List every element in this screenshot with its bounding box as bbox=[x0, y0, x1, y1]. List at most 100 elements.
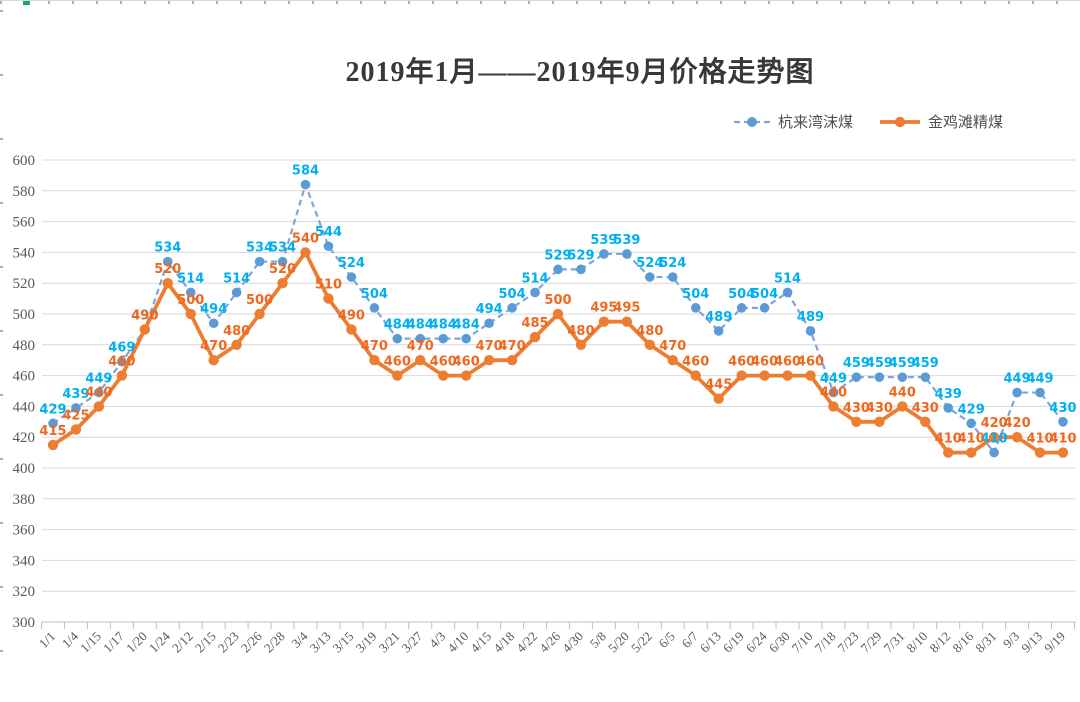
data-point-marker-series0 bbox=[346, 272, 357, 282]
data-label-series0: 504 bbox=[728, 287, 755, 302]
data-point-marker-series0 bbox=[48, 418, 58, 429]
data-label-series0: 459 bbox=[866, 356, 893, 371]
data-label-series1: 430 bbox=[843, 401, 870, 416]
data-label-series1: 480 bbox=[567, 324, 594, 339]
data-point-marker-series1 bbox=[713, 393, 724, 404]
data-point-marker-series0 bbox=[782, 287, 793, 298]
data-label-series1: 460 bbox=[453, 355, 480, 370]
data-point-marker-series1 bbox=[300, 247, 311, 258]
y-axis-tick-label: 360 bbox=[13, 523, 36, 539]
x-axis-label: 1/24 bbox=[146, 628, 173, 655]
data-point-marker-series1 bbox=[897, 401, 908, 412]
x-axis-label: 3/15 bbox=[330, 629, 357, 656]
data-point-marker-series0 bbox=[874, 372, 885, 382]
data-label-series1: 470 bbox=[361, 339, 388, 354]
data-label-series0: 469 bbox=[108, 341, 135, 356]
data-label-series0: 514 bbox=[177, 271, 204, 286]
x-axis-label: 6/30 bbox=[766, 629, 793, 656]
data-point-marker-series0 bbox=[507, 303, 517, 313]
data-label-series1: 520 bbox=[154, 262, 181, 277]
x-axis-label: 4/3 bbox=[426, 629, 448, 651]
data-label-series0: 529 bbox=[544, 248, 571, 263]
data-point-marker-series1 bbox=[575, 339, 587, 350]
x-axis-label: 2/28 bbox=[261, 629, 288, 656]
data-label-series1: 500 bbox=[544, 293, 571, 308]
y-axis-tick-label: 440 bbox=[13, 399, 36, 415]
data-label-series0: 504 bbox=[499, 287, 526, 302]
data-label-series0: 504 bbox=[751, 287, 778, 302]
data-point-marker-series0 bbox=[323, 241, 334, 252]
data-point-marker-series1 bbox=[116, 370, 128, 381]
data-point-marker-series0 bbox=[966, 418, 976, 429]
data-point-marker-series1 bbox=[759, 370, 770, 381]
data-label-series1: 440 bbox=[820, 385, 847, 400]
data-point-marker-series0 bbox=[989, 447, 999, 458]
y-axis-tick-label: 300 bbox=[13, 615, 36, 631]
sheet-column-boundary-ticks bbox=[0, 0, 1080, 5]
data-label-series1: 420 bbox=[981, 416, 1008, 431]
data-label-series1: 410 bbox=[1026, 432, 1053, 447]
data-label-series0: 539 bbox=[590, 233, 617, 248]
y-axis-tick-label: 380 bbox=[13, 492, 36, 508]
data-point-marker-series0 bbox=[576, 264, 586, 275]
x-axis-label: 5/22 bbox=[628, 629, 655, 656]
data-point-marker-series0 bbox=[897, 372, 908, 382]
sheet-row-boundary-ticks bbox=[0, 10, 4, 702]
x-axis-label: 1/15 bbox=[77, 629, 104, 656]
y-axis-tick-label: 460 bbox=[13, 369, 36, 385]
data-point-marker-series1 bbox=[369, 355, 380, 366]
data-label-series1: 495 bbox=[590, 301, 617, 316]
data-point-marker-series0 bbox=[943, 403, 954, 413]
data-point-marker-series1 bbox=[988, 432, 1000, 443]
y-axis-tick-label: 600 bbox=[13, 153, 36, 169]
data-label-series0: 524 bbox=[338, 256, 365, 271]
data-label-series0: 429 bbox=[39, 402, 66, 417]
data-label-series1: 470 bbox=[476, 339, 503, 354]
x-axis-label: 2/23 bbox=[215, 629, 242, 656]
data-point-marker-series0 bbox=[828, 387, 839, 398]
x-axis-label: 7/31 bbox=[880, 629, 907, 656]
data-point-marker-series0 bbox=[415, 333, 426, 344]
data-point-marker-series0 bbox=[667, 272, 678, 282]
x-axis-label: 1/20 bbox=[123, 629, 150, 656]
data-label-series0: 459 bbox=[843, 356, 870, 371]
data-point-marker-series1 bbox=[1011, 432, 1023, 443]
data-point-marker-series0 bbox=[736, 303, 747, 313]
data-label-series0: 514 bbox=[521, 271, 548, 286]
data-point-marker-series1 bbox=[943, 447, 954, 458]
data-point-marker-series0 bbox=[713, 326, 724, 336]
data-label-series1: 500 bbox=[246, 293, 273, 308]
data-point-marker-series0 bbox=[622, 249, 632, 259]
x-axis-label: 6/19 bbox=[720, 629, 747, 656]
data-label-series0: 410 bbox=[981, 432, 1008, 447]
y-axis-tick-label: 500 bbox=[13, 307, 36, 323]
data-point-marker-series1 bbox=[529, 331, 541, 343]
y-axis-tick-label: 420 bbox=[13, 430, 36, 446]
data-point-marker-series0 bbox=[1012, 387, 1022, 398]
x-axis-label: 7/23 bbox=[835, 629, 862, 656]
data-point-marker-series0 bbox=[71, 403, 81, 413]
data-label-series1: 500 bbox=[177, 293, 204, 308]
data-label-series0: 489 bbox=[705, 310, 732, 325]
data-label-series1: 460 bbox=[774, 355, 801, 370]
y-axis-tick-label: 560 bbox=[13, 215, 36, 231]
chart-legend: 杭来湾沫煤 金鸡滩精煤 bbox=[733, 111, 1003, 132]
data-label-series0: 529 bbox=[567, 248, 594, 263]
data-label-series1: 460 bbox=[728, 355, 755, 370]
x-axis-label: 1/17 bbox=[100, 628, 127, 655]
data-label-series0: 539 bbox=[613, 233, 640, 248]
data-label-series1: 410 bbox=[935, 432, 962, 447]
x-axis-label: 6/5 bbox=[656, 629, 678, 651]
data-point-marker-series1 bbox=[346, 324, 357, 335]
x-axis-label: 6/7 bbox=[678, 628, 701, 651]
x-axis-label: 8/10 bbox=[903, 629, 930, 656]
x-axis-label: 1/4 bbox=[59, 628, 82, 651]
data-label-series0: 489 bbox=[797, 310, 824, 325]
data-point-marker-series1 bbox=[690, 370, 701, 381]
data-point-marker-series0 bbox=[231, 287, 242, 298]
data-label-series0: 459 bbox=[912, 356, 939, 371]
x-axis-label: 6/24 bbox=[743, 628, 770, 655]
data-point-marker-series1 bbox=[483, 355, 495, 366]
data-point-marker-series1 bbox=[254, 308, 265, 320]
